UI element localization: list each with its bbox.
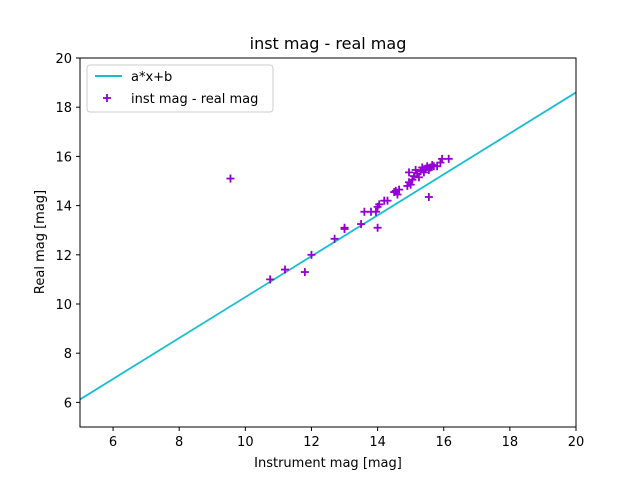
data-point <box>414 173 423 182</box>
data-point <box>411 165 420 174</box>
y-tick-label: 8 <box>64 347 72 362</box>
legend-marker-swatch <box>103 94 111 102</box>
y-tick-label: 12 <box>55 249 72 264</box>
data-point <box>375 200 384 209</box>
data-point <box>419 168 428 177</box>
legend: a*x+b inst mag - real mag <box>86 64 274 113</box>
legend-label-fit-line: a*x+b <box>131 70 172 85</box>
data-point <box>383 196 392 205</box>
x-axis-label: Instrument mag [mag] <box>254 456 402 471</box>
y-tick-label: 14 <box>55 200 72 215</box>
x-tick-label: 10 <box>237 435 254 450</box>
y-axis-label: Real mag [mag] <box>33 190 48 294</box>
data-point <box>436 158 445 167</box>
y-tick-label: 10 <box>55 298 72 313</box>
x-axis: 6 8 10 12 14 16 18 20 <box>109 427 584 450</box>
x-tick-label: 12 <box>303 435 320 450</box>
plot-area <box>79 91 577 401</box>
data-point <box>393 190 402 199</box>
data-point <box>444 154 453 163</box>
data-point <box>405 168 414 177</box>
x-tick-label: 6 <box>109 435 117 450</box>
x-tick-label: 8 <box>175 435 183 450</box>
data-point <box>300 268 309 277</box>
fit-line <box>79 91 577 401</box>
x-tick-label: 18 <box>502 435 519 450</box>
y-tick-label: 18 <box>55 101 72 116</box>
data-point <box>391 186 400 195</box>
legend-label-scatter: inst mag - real mag <box>131 92 258 107</box>
legend-box <box>86 64 274 113</box>
x-tick-label: 14 <box>369 435 386 450</box>
plot-frame <box>79 57 577 428</box>
data-point <box>428 161 437 170</box>
data-point <box>424 192 433 201</box>
data-point <box>406 180 415 189</box>
data-point <box>371 207 380 216</box>
y-tick-label: 6 <box>64 396 72 411</box>
data-point <box>408 175 417 184</box>
data-point <box>357 220 366 229</box>
data-point <box>373 223 382 232</box>
data-point <box>281 265 290 274</box>
y-axis: 6 8 10 12 14 16 18 20 <box>55 52 80 411</box>
data-point <box>330 234 339 243</box>
data-point <box>340 223 349 232</box>
data-point <box>226 174 235 183</box>
y-tick-label: 20 <box>55 52 72 67</box>
data-point <box>307 250 316 259</box>
x-tick-label: 20 <box>568 435 585 450</box>
x-tick-label: 16 <box>435 435 452 450</box>
y-tick-label: 16 <box>55 150 72 165</box>
chart-title: inst mag - real mag <box>250 34 407 53</box>
data-point <box>266 275 275 284</box>
